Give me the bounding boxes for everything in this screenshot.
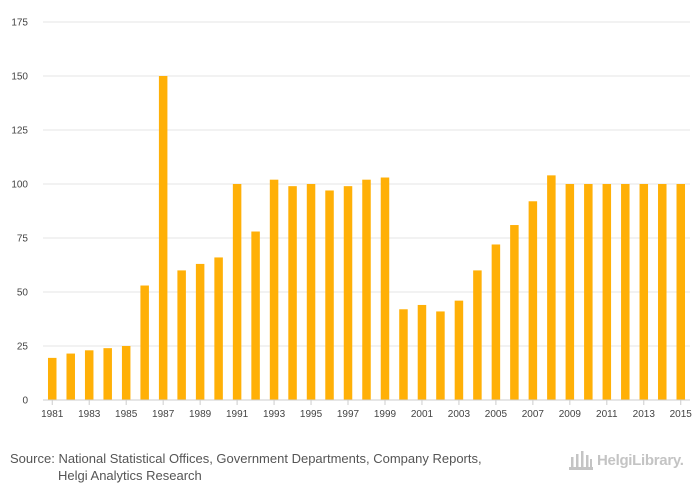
bar-1990[interactable] xyxy=(214,257,223,400)
bar-2002[interactable] xyxy=(436,311,445,400)
bar-2009[interactable] xyxy=(565,184,575,400)
y-tick-label: 100 xyxy=(11,180,28,191)
bar-2004[interactable] xyxy=(473,270,482,400)
x-tick-label: 2001 xyxy=(411,409,434,420)
source-line-1: National Statistical Offices, Government… xyxy=(58,451,482,466)
x-tick-label: 2003 xyxy=(448,409,471,420)
bar-1986[interactable] xyxy=(140,285,149,400)
y-tick-label: 75 xyxy=(17,234,29,245)
bar-1991[interactable] xyxy=(232,184,242,400)
bar-2011[interactable] xyxy=(602,184,612,400)
bar-1987[interactable] xyxy=(158,76,168,400)
x-tick-label: 2007 xyxy=(522,409,545,420)
bar-1983[interactable] xyxy=(84,350,94,400)
x-tick-label: 1991 xyxy=(226,409,249,420)
source-note: Source: National Statistical Offices, Go… xyxy=(10,450,550,484)
x-tick-label: 2015 xyxy=(670,409,693,420)
bar-2007[interactable] xyxy=(528,201,538,400)
bar-2005[interactable] xyxy=(491,244,501,400)
bar-series xyxy=(47,76,686,400)
bar-1997[interactable] xyxy=(343,186,353,400)
x-tick-label: 1989 xyxy=(189,409,212,420)
bar-2008[interactable] xyxy=(547,175,556,400)
bar-2001[interactable] xyxy=(417,304,427,400)
bar-1988[interactable] xyxy=(177,270,186,400)
x-tick-label: 1997 xyxy=(337,409,360,420)
bar-chart: 0 25 50 75 100 125 150 175 1981 1983 1985 1987 1989… xyxy=(11,18,692,421)
bar-2003[interactable] xyxy=(454,300,464,400)
x-tick-label: 1987 xyxy=(152,409,175,420)
y-tick-label: 50 xyxy=(17,288,29,299)
y-tick-label: 0 xyxy=(22,396,28,407)
x-tick-label: 2009 xyxy=(559,409,582,420)
bar-1989[interactable] xyxy=(195,263,205,400)
x-tick-label: 1983 xyxy=(78,409,101,420)
x-tick-label: 2005 xyxy=(485,409,508,420)
brand-name: HelgiLibrary. xyxy=(597,451,684,469)
y-axis-labels: 0 25 50 75 100 125 150 175 xyxy=(11,18,28,407)
bar-2015[interactable] xyxy=(676,184,686,400)
bar-1999[interactable] xyxy=(380,177,390,400)
bar-2010[interactable] xyxy=(584,184,593,400)
y-tick-label: 125 xyxy=(11,126,28,137)
bar-1992[interactable] xyxy=(251,231,260,400)
bar-1994[interactable] xyxy=(288,186,297,400)
bar-2006[interactable] xyxy=(510,225,519,400)
helgi-library-brand[interactable]: HelgiLibrary. xyxy=(568,447,693,473)
bar-1982[interactable] xyxy=(66,353,75,400)
bar-1981[interactable] xyxy=(47,357,57,400)
y-tick-label: 150 xyxy=(11,72,28,83)
source-label: Source: xyxy=(10,451,55,466)
source-line-2: Helgi Analytics Research xyxy=(58,468,202,483)
x-tick-label: 1985 xyxy=(115,409,138,420)
y-tick-label: 175 xyxy=(11,18,28,29)
x-tick-label: 1995 xyxy=(300,409,323,420)
bar-1996[interactable] xyxy=(325,190,334,400)
bar-2000[interactable] xyxy=(399,309,408,400)
bar-2013[interactable] xyxy=(639,184,649,400)
x-tick-label: 1999 xyxy=(374,409,397,420)
x-tick-label: 1993 xyxy=(263,409,286,420)
y-tick-label: 25 xyxy=(17,342,29,353)
x-tick-label: 1981 xyxy=(41,409,64,420)
library-building-icon xyxy=(569,451,593,470)
bar-1998[interactable] xyxy=(362,179,371,400)
x-axis-ticks xyxy=(51,400,682,405)
bar-1985[interactable] xyxy=(121,346,131,400)
bar-2012[interactable] xyxy=(621,184,630,400)
x-tick-label: 2013 xyxy=(633,409,656,420)
x-tick-label: 2011 xyxy=(596,409,618,420)
bar-2014[interactable] xyxy=(658,184,667,400)
bar-1993[interactable] xyxy=(269,179,279,400)
bar-1995[interactable] xyxy=(306,184,316,400)
bar-1984[interactable] xyxy=(103,348,112,400)
x-axis-labels: 1981 1983 1985 1987 1989 1991 1993 1995 1997 1999… xyxy=(41,409,692,420)
